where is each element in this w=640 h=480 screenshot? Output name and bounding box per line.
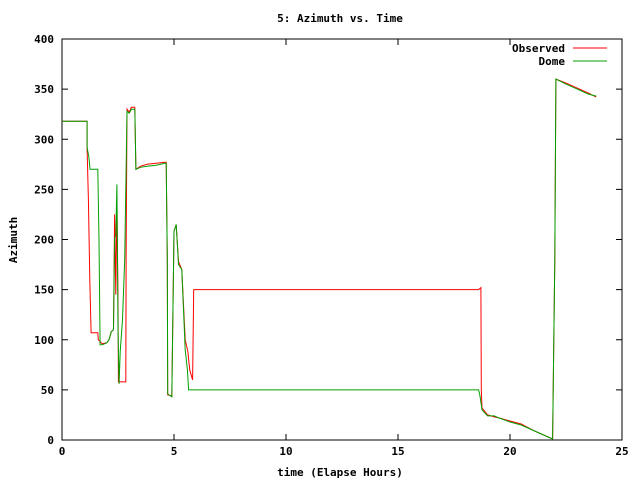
y-tick-label: 250: [34, 183, 54, 196]
y-tick-label: 0: [47, 434, 54, 447]
y-tick-label: 300: [34, 133, 54, 146]
legend-label-observed: Observed: [512, 42, 565, 55]
chart-title: 5: Azimuth vs. Time: [277, 12, 403, 25]
y-tick-label: 350: [34, 83, 54, 96]
y-tick-label: 100: [34, 334, 54, 347]
y-tick-label: 150: [34, 284, 54, 297]
x-tick-label: 10: [279, 445, 292, 458]
x-tick-label: 5: [171, 445, 178, 458]
plot-frame: [61, 38, 623, 441]
series-line-dome: [62, 78, 597, 440]
y-axis-label: Azimuth: [7, 217, 20, 263]
x-tick-label: 15: [391, 445, 404, 458]
series-line-observed: [62, 78, 597, 440]
y-tick-label: 200: [34, 234, 54, 247]
legend-label-dome: Dome: [539, 55, 566, 68]
y-tick-label: 400: [34, 33, 54, 46]
x-tick-label: 0: [59, 445, 66, 458]
x-axis-label: time (Elapse Hours): [277, 466, 403, 479]
series-layer: [62, 78, 597, 440]
x-tick-label: 25: [615, 445, 628, 458]
x-tick-label: 20: [503, 445, 516, 458]
y-tick-label: 50: [41, 384, 54, 397]
